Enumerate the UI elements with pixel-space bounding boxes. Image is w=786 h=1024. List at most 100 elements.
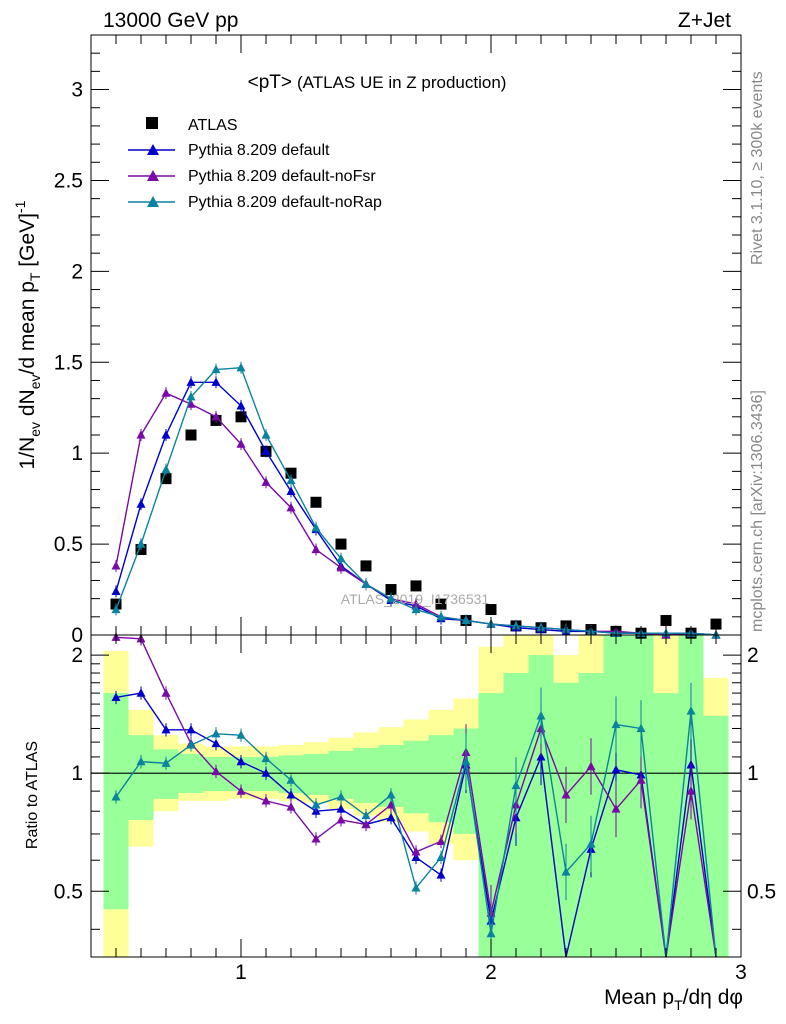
main-point-norap <box>511 620 521 630</box>
ratio-point-norap <box>611 719 621 729</box>
main-point-norap <box>236 362 246 372</box>
main-point-default <box>211 377 221 386</box>
main-point-norap <box>361 579 371 588</box>
header-right-label: Z+Jet <box>678 9 731 32</box>
ratio-point-default <box>261 768 271 777</box>
ratio-point-default <box>611 764 621 774</box>
main-point-norap <box>111 604 121 614</box>
plot-title-sub: (ATLAS UE in Z production) <box>297 73 506 92</box>
legend-label-norap: Pythia 8.209 default-noRap <box>188 194 382 211</box>
ratio-band-inner-bin <box>353 747 379 803</box>
ratio-band-inner-bin <box>703 715 729 957</box>
ratio-point-norap <box>311 799 321 809</box>
main-point-norap <box>311 522 321 532</box>
main-point-atlas <box>360 560 372 572</box>
legend-label-default: Pythia 8.209 default <box>188 142 330 159</box>
ratio-point-norap <box>261 753 271 763</box>
main-point-norap <box>336 553 346 563</box>
ratio-point-nofsr <box>636 775 646 784</box>
main-point-nofsr <box>236 439 246 448</box>
ratio-point-default <box>136 688 146 697</box>
main-point-atlas <box>160 473 172 485</box>
legend: ATLAS Pythia 8.209 default Pythia 8.209 … <box>128 117 382 211</box>
main-point-atlas <box>310 496 322 508</box>
ratio-point-default <box>436 870 446 879</box>
ratio-band-inner-bin <box>653 693 679 957</box>
main-ytick-label: 0 <box>71 624 83 647</box>
ratio-point-default <box>236 756 246 766</box>
legend-marker-default <box>147 144 159 155</box>
ratio-ytick-label-left: 2 <box>71 644 83 667</box>
ratio-band-inner-bin <box>428 735 454 823</box>
ratio-point-norap <box>411 882 421 892</box>
ratio-point-norap <box>461 756 471 766</box>
ratio-point-nofsr <box>386 799 396 809</box>
ratio-point-norap <box>561 867 571 876</box>
x-axis-label: Mean pT/dη dφ <box>604 986 743 1013</box>
analysis-watermark: ATLAS_2019_I1736531 <box>341 591 490 607</box>
main-point-nofsr <box>311 544 321 554</box>
ratio-point-default <box>336 804 346 813</box>
ratio-point-norap <box>686 706 696 715</box>
ratio-ytick-label-right: 2 <box>747 644 759 667</box>
main-point-norap <box>186 391 196 401</box>
main-point-atlas <box>710 618 722 630</box>
main-ytick-label: 1.5 <box>54 351 83 374</box>
ratio-point-nofsr <box>411 846 421 856</box>
legend-marker-nofsr <box>147 170 159 181</box>
ratio-point-nofsr <box>561 790 571 799</box>
ratio-point-default <box>386 812 396 822</box>
ratio-point-nofsr <box>311 833 321 843</box>
ratio-point-norap <box>511 780 521 790</box>
main-point-nofsr <box>186 399 196 408</box>
ratio-point-nofsr <box>361 819 371 829</box>
ratio-point-default <box>111 692 121 702</box>
ratio-point-default <box>286 790 296 799</box>
ratio-point-nofsr <box>261 795 271 805</box>
main-point-atlas <box>235 411 247 423</box>
main-point-atlas <box>410 580 422 592</box>
ratio-ytick-label-right: 1 <box>747 762 759 785</box>
legend-label-atlas: ATLAS <box>188 117 238 134</box>
main-point-default <box>111 586 121 595</box>
main-point-norap <box>261 430 271 439</box>
ratio-point-default <box>186 724 196 734</box>
ratio-point-nofsr <box>161 688 171 697</box>
ratio-point-default <box>211 738 221 748</box>
ratio-ytick-label-left: 1 <box>71 762 83 785</box>
main-point-norap <box>411 604 421 614</box>
ratio-point-norap <box>186 740 196 749</box>
main-point-norap <box>161 464 171 474</box>
ratio-band-inner-bin <box>403 740 429 814</box>
main-ytick-label: 2.5 <box>54 169 83 192</box>
main-point-default <box>261 446 271 455</box>
main-point-atlas <box>385 584 397 596</box>
plot-title-main: <pT> <box>248 72 292 93</box>
mcplots-label: mcplots.cern.ch [arXiv:1306.3436] <box>749 390 766 632</box>
legend-label-nofsr: Pythia 8.209 default-noFsr <box>188 168 376 185</box>
main-point-norap <box>386 593 396 603</box>
main-point-nofsr <box>161 388 171 397</box>
ratio-band-inner-bin <box>578 673 604 957</box>
ratio-point-norap <box>536 710 546 720</box>
ratio-point-nofsr <box>586 761 596 771</box>
ratio-point-norap <box>161 758 171 767</box>
x-tick-label: 1 <box>235 961 247 984</box>
main-point-nofsr <box>211 411 221 421</box>
main-point-atlas <box>335 538 347 550</box>
x-tick-label: 2 <box>485 961 497 984</box>
ratio-point-nofsr <box>336 814 346 824</box>
ratio-point-norap <box>211 728 221 738</box>
ratio-point-nofsr <box>211 766 221 776</box>
ratio-point-nofsr <box>436 836 446 846</box>
ratio-point-norap <box>361 810 371 820</box>
ratio-point-norap <box>111 791 121 801</box>
main-point-nofsr <box>261 477 271 486</box>
main-point-atlas <box>485 604 497 616</box>
ratio-point-norap <box>636 723 646 733</box>
main-point-nofsr <box>111 560 121 570</box>
main-point-nofsr <box>286 502 296 512</box>
main-point-default <box>236 400 246 410</box>
main-point-norap <box>136 539 146 548</box>
